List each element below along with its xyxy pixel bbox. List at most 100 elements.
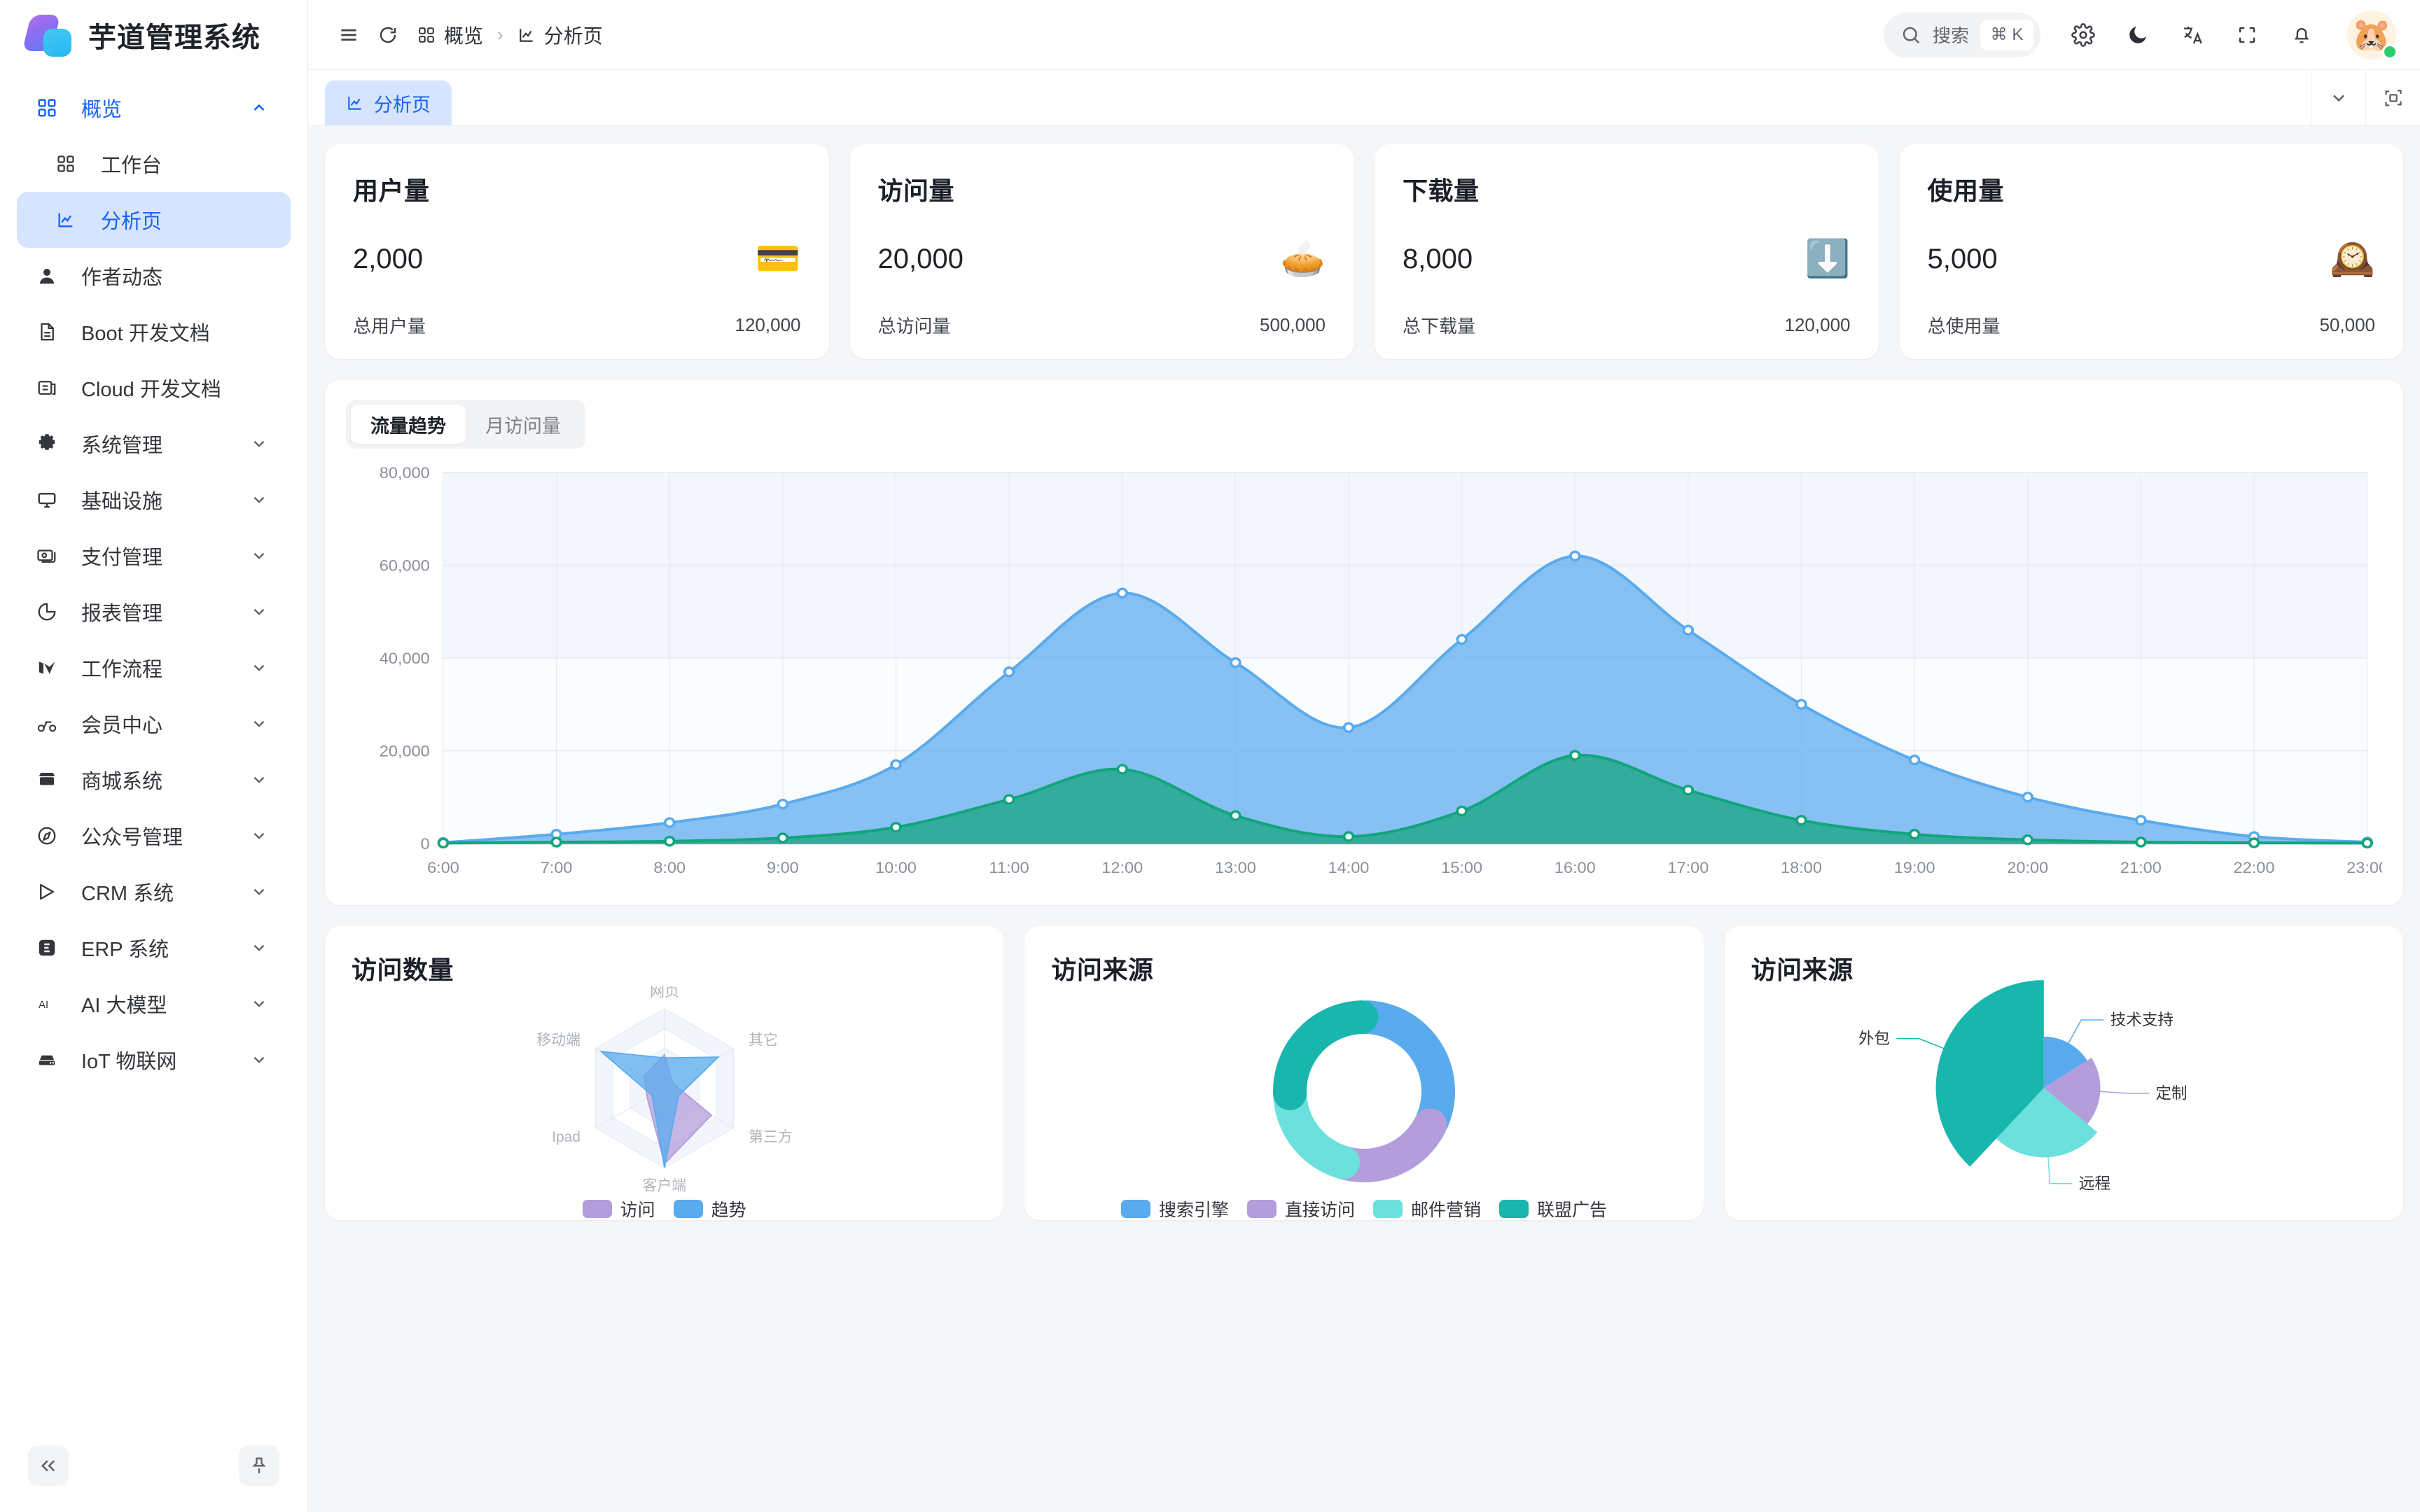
legend-swatch (1499, 1200, 1529, 1218)
fullscreen-icon[interactable] (2225, 13, 2269, 57)
legend-item[interactable]: 直接访问 (1246, 1196, 1355, 1220)
avatar[interactable]: 🐹 (2347, 10, 2398, 59)
svg-text:16:00: 16:00 (1555, 859, 1596, 876)
gear-icon[interactable] (2061, 13, 2105, 57)
trend-tab-traffic[interactable]: 流量趋势 (351, 405, 466, 444)
chevron-down-icon (247, 715, 271, 733)
tabbar: 分析页 (308, 69, 2420, 126)
pin-icon[interactable] (239, 1446, 279, 1486)
svg-text:12:00: 12:00 (1101, 859, 1143, 876)
breadcrumb-item-analysis[interactable]: 分析页 (517, 21, 603, 49)
chevron-down-icon (247, 1051, 271, 1069)
search-icon (1903, 27, 1920, 43)
sidebar-item-label: 公众号管理 (81, 827, 183, 849)
sidebar-item-iot[interactable]: IoT 物联网 (17, 1032, 291, 1088)
svg-text:20:00: 20:00 (2007, 859, 2048, 876)
stat-title: 用户量 (353, 176, 430, 205)
search-shortcut: ⌘ K (1980, 19, 2033, 50)
download-icon: ⬇️ (1804, 239, 1851, 279)
chevron-down-icon (247, 491, 271, 509)
svg-text:Ipad: Ipad (552, 1129, 580, 1145)
sidebar-item-system[interactable]: 系统管理 (17, 416, 291, 472)
svg-text:9:00: 9:00 (767, 859, 799, 876)
chevron-down-icon (247, 659, 271, 677)
maximize-icon[interactable] (2365, 69, 2420, 126)
legend-item[interactable]: 趋势 (673, 1196, 746, 1220)
donut-chart (1273, 1000, 1455, 1182)
stat-value: 5,000 (1927, 243, 1998, 274)
stat-foot-value: 50,000 (2319, 314, 2375, 335)
panel-visit-source-rose: 访问来源 技术支持 定制 远程 外包 (1724, 926, 2403, 1220)
sidebar-item-workflow[interactable]: 工作流程 (17, 640, 291, 696)
hamburger-icon[interactable] (329, 15, 368, 55)
main-area: 概览 › 分析页 搜索 ⌘ K (308, 0, 2420, 1512)
bell-icon[interactable] (2280, 13, 2323, 57)
sidebar-item-workbench[interactable]: 工作台 (17, 136, 291, 192)
refresh-icon[interactable] (368, 15, 408, 55)
sidebar-item-author-news[interactable]: 作者动态 (17, 248, 291, 304)
clock-icon: 🕰️ (2330, 239, 2375, 279)
stat-main-row: 2,000 💳 (353, 234, 801, 284)
sidebar-item-payment[interactable]: 支付管理 (17, 528, 291, 584)
sidebar-item-cloud-doc[interactable]: Cloud 开发文档 (17, 360, 291, 416)
tabbar-controls (2311, 69, 2420, 126)
svg-text:13:00: 13:00 (1215, 859, 1256, 876)
legend-item[interactable]: 邮件营销 (1372, 1196, 1481, 1220)
stat-card-usage: 使用量 5,000 🕰️ 总使用量 50,000 (1899, 144, 2403, 359)
sidebar-item-member[interactable]: 会员中心 (17, 696, 291, 752)
sidebar-item-mall[interactable]: 商城系统 (17, 752, 291, 808)
breadcrumb-item-overview[interactable]: 概览 (417, 21, 483, 49)
traffic-area-chart: 0 20,000 40,000 60,000 80,000 6:00 7:00 8:00 9:0… (380, 464, 2382, 876)
sidebar-item-label: 商城系统 (81, 771, 163, 793)
sidebar-item-overview[interactable]: 概览 (17, 80, 291, 136)
svg-text:21:00: 21:00 (2120, 859, 2162, 876)
brand-logo[interactable]: 芋道管理系统 (0, 0, 307, 70)
sidebar-item-mp[interactable]: 公众号管理 (17, 808, 291, 864)
stat-card-downloads: 下载量 8,000 ⬇️ 总下载量 120,000 (1375, 144, 1879, 359)
topbar: 概览 › 分析页 搜索 ⌘ K (308, 0, 2420, 70)
stat-footer: 总访问量 500,000 (878, 312, 1326, 338)
sidebar-item-report[interactable]: 报表管理 (17, 584, 291, 640)
sidebar-item-label: Cloud 开发文档 (81, 379, 221, 401)
moon-icon[interactable] (2116, 13, 2160, 57)
chevron-down-icon (247, 827, 271, 845)
sidebar-item-erp[interactable]: ERP 系统 (17, 920, 291, 976)
sidebar-item-ai[interactable]: AI AI 大模型 (17, 976, 291, 1032)
sidebar-item-label: IoT 物联网 (81, 1051, 177, 1073)
legend-item[interactable]: 联盟广告 (1499, 1196, 1607, 1220)
grid-icon (36, 97, 64, 118)
breadcrumb: 概览 › 分析页 (417, 21, 603, 49)
donut-legend: 搜索引擎 直接访问 邮件营销 联盟广告 (1051, 1196, 1676, 1220)
doc-icon (36, 321, 64, 342)
chevron-down-icon (247, 603, 271, 621)
svg-text:23:00: 23:00 (2346, 859, 2382, 876)
sidebar-item-label: 工作流程 (81, 659, 163, 681)
tab-analysis[interactable]: 分析页 (325, 80, 452, 125)
legend-item[interactable]: 搜索引擎 (1120, 1196, 1229, 1220)
sidebar-item-label: 支付管理 (81, 547, 163, 569)
translate-icon[interactable] (2171, 13, 2214, 57)
legend-label: 邮件营销 (1410, 1200, 1481, 1220)
svg-text:18:00: 18:00 (1781, 859, 1822, 876)
sidebar-item-boot-doc[interactable]: Boot 开发文档 (17, 304, 291, 360)
chevron-down-icon (247, 547, 271, 565)
search-input[interactable]: 搜索 ⌘ K (1883, 12, 2040, 57)
svg-text:网页: 网页 (650, 986, 679, 1000)
stat-title: 下载量 (1403, 176, 1480, 205)
breadcrumb-label: 概览 (444, 24, 484, 47)
page-content: 用户量 2,000 💳 总用户量 120,000 访问量 20,000 🥧 (308, 126, 2420, 1512)
sidebar-item-crm[interactable]: CRM 系统 (17, 864, 291, 920)
stat-foot-value: 120,000 (1784, 314, 1851, 335)
stat-foot-value: 120,000 (735, 314, 801, 335)
sidebar-item-analysis[interactable]: 分析页 (17, 192, 291, 248)
panel-title: 访问数量 (352, 955, 454, 984)
stat-foot-label: 总使用量 (1927, 316, 2001, 337)
legend-item[interactable]: 访问 (582, 1196, 655, 1220)
send-icon (36, 881, 64, 902)
sidebar-item-infrastructure[interactable]: 基础设施 (17, 472, 291, 528)
collapse-sidebar-button[interactable] (28, 1446, 69, 1486)
trend-tab-group: 流量趋势 月访问量 (346, 400, 585, 449)
trend-tab-monthly[interactable]: 月访问量 (485, 415, 561, 437)
tab-label: 分析页 (374, 94, 431, 115)
chevron-down-icon[interactable] (2311, 69, 2365, 126)
